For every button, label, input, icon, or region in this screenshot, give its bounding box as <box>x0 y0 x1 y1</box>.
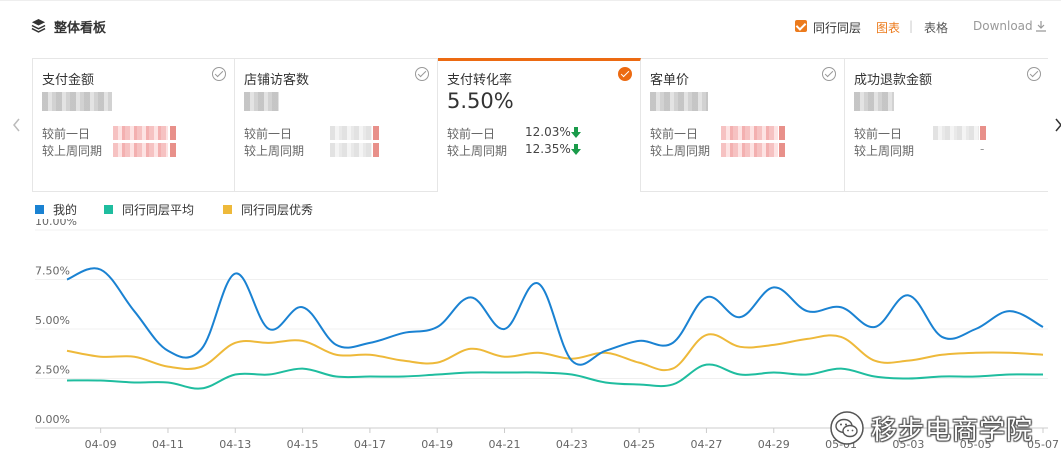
arrow-down-icon <box>571 144 581 155</box>
peer-comparison-label[interactable]: 同行同层 <box>813 21 862 35</box>
scroll-left-arrow-icon[interactable] <box>11 117 23 133</box>
metric-card-title: 客单价 <box>650 73 690 88</box>
masked-week-change <box>330 143 372 157</box>
masked-day-change <box>330 126 372 140</box>
x-tick-label: 04-23 <box>556 438 588 451</box>
week-compare-label: 较上周同期 <box>244 144 305 158</box>
legend-label: 我的 <box>53 203 78 217</box>
metric-card-payment-amount[interactable]: 支付金额 较前一日 较上周同期 <box>33 59 235 191</box>
x-tick-label: 04-29 <box>758 438 790 451</box>
week-change-value: - <box>980 142 985 156</box>
x-tick-label: 04-25 <box>623 438 655 451</box>
masked-day-change <box>113 126 168 140</box>
y-tick-label: 10.00% <box>35 219 77 228</box>
page-title: 整体看板 <box>54 21 107 36</box>
masked-value <box>244 92 279 111</box>
conversion-line-chart[interactable]: 0.00% 2.50% 5.00% 7.50% 10.00% 04-09 04-11 04-1… <box>0 219 1061 473</box>
x-tick-label: 04-21 <box>489 438 521 451</box>
trend-marker <box>373 143 379 157</box>
series-line-peer-excellent[interactable] <box>66 333 1044 372</box>
metric-card-avg-order-value[interactable]: 客单价 较前一日 较上周同期 <box>641 59 845 191</box>
layers-icon <box>31 18 46 33</box>
masked-day-change <box>721 126 778 140</box>
week-compare-label: 较上周同期 <box>42 144 103 158</box>
day-compare-label: 较前一日 <box>650 127 699 141</box>
y-tick-label: 5.00% <box>35 314 70 327</box>
download-button[interactable]: Download <box>973 19 1033 33</box>
legend-swatch <box>35 205 44 214</box>
metric-card-store-visitors[interactable]: 店铺访客数 较前一日 较上周同期 <box>235 59 438 191</box>
week-compare-label: 较上周同期 <box>447 144 508 158</box>
check-circle-icon[interactable] <box>822 67 836 81</box>
x-tick-label: 04-17 <box>354 438 386 451</box>
x-tick-label: 04-19 <box>421 438 453 451</box>
masked-week-change <box>113 143 168 157</box>
x-tick-label: 05-07 <box>1027 438 1059 451</box>
legend-item-peer-average[interactable]: 同行同层平均 <box>104 201 194 218</box>
panel-header: 整体看板 同行同层 图表 | 表格 Download <box>0 1 1061 51</box>
x-tick-label: 04-11 <box>152 438 184 451</box>
y-tick-label: 2.50% <box>35 364 70 377</box>
trend-marker <box>373 126 379 140</box>
arrow-down-icon <box>571 127 581 138</box>
download-icon[interactable] <box>1035 20 1047 32</box>
masked-day-change <box>933 126 979 140</box>
legend-label: 同行同层平均 <box>122 203 195 217</box>
table-view-toggle[interactable]: 表格 <box>924 21 949 35</box>
series-line-mine[interactable] <box>66 267 1044 366</box>
trend-marker <box>779 126 785 140</box>
y-tick-label: 0.00% <box>35 413 70 426</box>
week-compare-label: 较上周同期 <box>854 144 915 158</box>
peer-comparison-checkbox[interactable] <box>795 20 807 32</box>
week-change-value: 12.35% <box>525 142 571 156</box>
watermark-text: 移步电商学院 <box>871 416 1034 446</box>
check-circle-icon[interactable] <box>1027 67 1041 81</box>
masked-value <box>650 92 708 111</box>
x-tick-label: 04-15 <box>287 438 319 451</box>
metric-value: 5.50% <box>447 89 514 113</box>
x-tick-label: 04-13 <box>219 438 251 451</box>
trend-marker <box>980 126 986 140</box>
x-tick-label: 05-03 <box>892 438 924 451</box>
masked-week-change <box>721 143 778 157</box>
scroll-right-arrow-icon[interactable] <box>1052 117 1061 133</box>
x-tick-label: 05-05 <box>960 438 992 451</box>
day-compare-label: 较前一日 <box>42 127 91 141</box>
day-compare-label: 较前一日 <box>854 127 903 141</box>
x-tick-label: 04-27 <box>690 438 722 451</box>
metric-card-title: 成功退款金额 <box>854 73 933 88</box>
week-compare-label: 较上周同期 <box>650 144 711 158</box>
legend-swatch <box>223 205 232 214</box>
x-tick-label: 04-09 <box>85 438 117 451</box>
metric-card-title: 支付金额 <box>42 73 95 88</box>
legend-item-peer-excellent[interactable]: 同行同层优秀 <box>223 201 313 218</box>
metric-cards: 支付金额 较前一日 较上周同期 店铺访客数 较前一日 较上周同期 支付转化率 <box>32 58 1049 192</box>
check-circle-icon[interactable] <box>415 67 429 81</box>
series-line-peer-average[interactable] <box>66 363 1044 390</box>
legend-label: 同行同层优秀 <box>241 203 314 217</box>
day-change-value: 12.03% <box>525 125 571 139</box>
day-compare-label: 较前一日 <box>244 127 293 141</box>
wechat-icon <box>830 411 864 445</box>
metric-card-conversion-rate[interactable]: 支付转化率 5.50% 较前一日 较上周同期 12.03% 12.35% <box>438 58 641 192</box>
trend-marker <box>779 143 785 157</box>
metric-card-refund-amount[interactable]: 成功退款金额 较前一日 较上周同期 - <box>845 59 1049 191</box>
legend-swatch <box>104 205 113 214</box>
legend-item-mine[interactable]: 我的 <box>35 201 77 218</box>
day-compare-label: 较前一日 <box>447 127 496 141</box>
chart-view-toggle[interactable]: 图表 <box>876 21 901 35</box>
masked-value <box>854 92 894 111</box>
masked-value <box>42 92 112 111</box>
view-separator: | <box>909 19 914 33</box>
trend-marker <box>170 143 176 157</box>
metric-card-title: 支付转化率 <box>447 73 513 88</box>
metric-card-title: 店铺访客数 <box>244 73 310 88</box>
check-circle-icon[interactable] <box>618 67 632 81</box>
trend-marker <box>170 126 176 140</box>
check-circle-icon[interactable] <box>212 67 226 81</box>
y-tick-label: 7.50% <box>35 265 70 278</box>
